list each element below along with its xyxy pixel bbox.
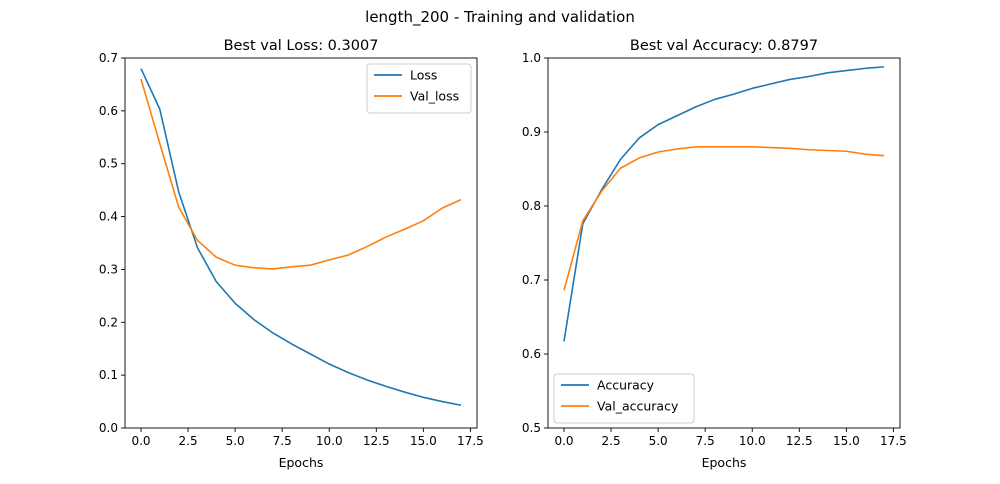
series-line-accuracy	[563, 66, 885, 342]
x-tick-label: 17.5	[457, 434, 484, 448]
y-tick-label: 0.3	[99, 262, 118, 276]
x-axis-label: Epochs	[279, 455, 324, 470]
x-tick-label: 7.5	[696, 434, 715, 448]
y-tick-label: 0.6	[99, 104, 118, 118]
x-tick-label: 5.0	[226, 434, 245, 448]
legend-box	[366, 63, 472, 114]
x-tick-label: 15.0	[833, 434, 860, 448]
chart-title: Best val Loss: 0.3007	[224, 38, 379, 54]
legend-label: Val_accuracy	[597, 399, 679, 414]
y-tick-label: 0.5	[522, 421, 541, 435]
x-axis-label: Epochs	[702, 455, 747, 470]
axes-frame	[124, 57, 478, 429]
loss-chart: Best val Loss: 0.3007 0.0 2.5 5.0 7.5 10.0 12.…	[99, 38, 484, 470]
y-tick-label: 0.7	[99, 51, 118, 65]
x-tick-label: 10.0	[316, 434, 343, 448]
x-tick-label: 17.5	[880, 434, 907, 448]
x-tick-label: 10.0	[739, 434, 766, 448]
figure-suptitle: length_200 - Training and validation	[365, 8, 635, 27]
x-tick-label: 12.5	[363, 434, 390, 448]
x-tick-label: 12.5	[786, 434, 813, 448]
x-tick-label: 2.5	[602, 434, 621, 448]
legend: Loss Val_loss	[366, 63, 472, 114]
x-tick-label: 0.0	[554, 434, 573, 448]
x-tick-label: 5.0	[649, 434, 668, 448]
y-tick-label: 0.9	[522, 125, 541, 139]
y-tick-label: 0.0	[99, 421, 118, 435]
legend-box	[553, 373, 695, 424]
y-tick-label: 0.5	[99, 157, 118, 171]
y-tick-label: 0.8	[522, 199, 541, 213]
y-tick-label: 0.1	[99, 368, 118, 382]
y-tick-label: 0.7	[522, 273, 541, 287]
legend-label: Val_loss	[410, 89, 459, 104]
legend-label: Loss	[410, 68, 437, 83]
y-tick-label: 0.2	[99, 315, 118, 329]
series-line-val-accuracy	[563, 146, 885, 291]
legend-label: Accuracy	[597, 378, 655, 393]
axes-frame	[547, 57, 901, 429]
y-tick-label: 0.6	[522, 347, 541, 361]
x-tick-label: 0.0	[131, 434, 150, 448]
x-tick-label: 7.5	[273, 434, 292, 448]
accuracy-chart: Best val Accuracy: 0.8797 0.0 2.5 5.0 7.5 10.…	[522, 38, 907, 470]
series-line-val-loss	[140, 78, 462, 270]
x-tick-label: 15.0	[410, 434, 437, 448]
y-tick-label: 1.0	[522, 51, 541, 65]
x-tick-label: 2.5	[179, 434, 198, 448]
y-tick-label: 0.4	[99, 210, 118, 224]
legend: Accuracy Val_accuracy	[553, 373, 695, 424]
chart-title: Best val Accuracy: 0.8797	[630, 38, 818, 54]
series-line-loss	[140, 68, 462, 407]
